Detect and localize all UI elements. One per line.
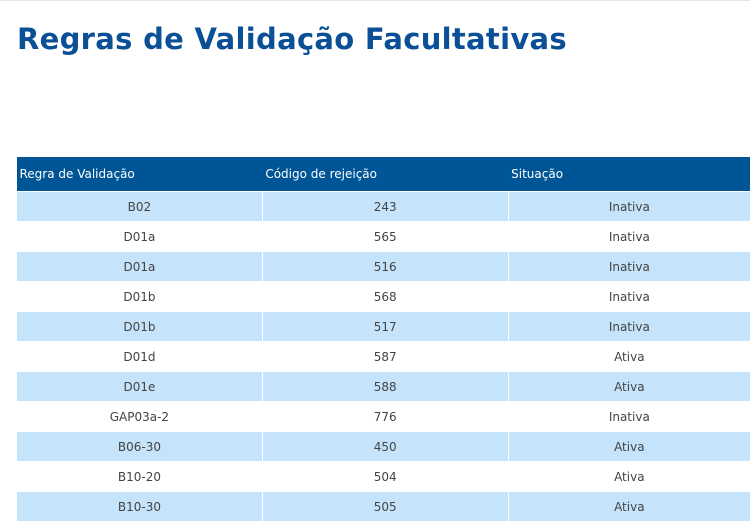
table-cell: 565 <box>261 221 509 252</box>
table-cell: Inativa <box>507 281 750 312</box>
table-cell: GAP03a-2 <box>16 401 263 432</box>
table-row: D01b 517 Inativa <box>16 311 750 342</box>
column-header: Situação <box>508 157 750 192</box>
table-cell: 516 <box>261 251 509 282</box>
table-cell: B10-20 <box>16 461 263 492</box>
table-cell: 243 <box>261 191 509 222</box>
table-row: B10-20 504 Ativa <box>16 461 750 492</box>
table-row: D01a 565 Inativa <box>16 221 750 252</box>
column-header: Código de rejeição <box>262 157 509 192</box>
table-row: GAP03a-2 776 Inativa <box>16 401 750 432</box>
rules-table: Regra de Validação Código de rejeição Situ… <box>16 157 750 521</box>
table-cell: Inativa <box>507 251 750 282</box>
table-cell: D01b <box>16 311 263 342</box>
table-cell: 568 <box>261 281 509 312</box>
table-cell: D01a <box>16 221 263 252</box>
table-cell: 450 <box>261 431 509 462</box>
table-cell: B06-30 <box>16 431 263 462</box>
table-cell: 588 <box>261 371 509 402</box>
table-cell: Ativa <box>507 431 750 462</box>
table-cell: Inativa <box>507 311 750 342</box>
table-cell: 587 <box>261 341 509 372</box>
table-cell: 505 <box>261 491 509 521</box>
table-row: D01e 588 Ativa <box>16 371 750 402</box>
table-cell: Inativa <box>507 221 750 252</box>
table-cell: Inativa <box>507 191 750 222</box>
table-cell: Ativa <box>507 461 750 492</box>
table-cell: Inativa <box>507 401 750 432</box>
top-border <box>0 0 750 1</box>
table-cell: Ativa <box>507 371 750 402</box>
table-cell: D01d <box>16 341 263 372</box>
table-cell: Ativa <box>507 341 750 372</box>
table-cell: 504 <box>261 461 509 492</box>
table-cell: B10-30 <box>16 491 263 521</box>
table-row: D01d 587 Ativa <box>16 341 750 372</box>
table-row: B10-30 505 Ativa <box>16 491 750 521</box>
table-cell: D01a <box>16 251 263 282</box>
table-row: B02 243 Inativa <box>16 191 750 222</box>
table-cell: 776 <box>261 401 509 432</box>
table-cell: B02 <box>16 191 263 222</box>
table-cell: D01b <box>16 281 263 312</box>
table-row: D01b 568 Inativa <box>16 281 750 312</box>
table-cell: 517 <box>261 311 509 342</box>
page-title: Regras de Validação Facultativas <box>17 22 567 56</box>
table-cell: D01e <box>16 371 263 402</box>
table-row: B06-30 450 Ativa <box>16 431 750 462</box>
table-row: D01a 516 Inativa <box>16 251 750 282</box>
column-header: Regra de Validação <box>16 157 263 192</box>
table-cell: Ativa <box>507 491 750 521</box>
header-row: Regra de Validação Código de rejeição Situ… <box>16 157 750 192</box>
